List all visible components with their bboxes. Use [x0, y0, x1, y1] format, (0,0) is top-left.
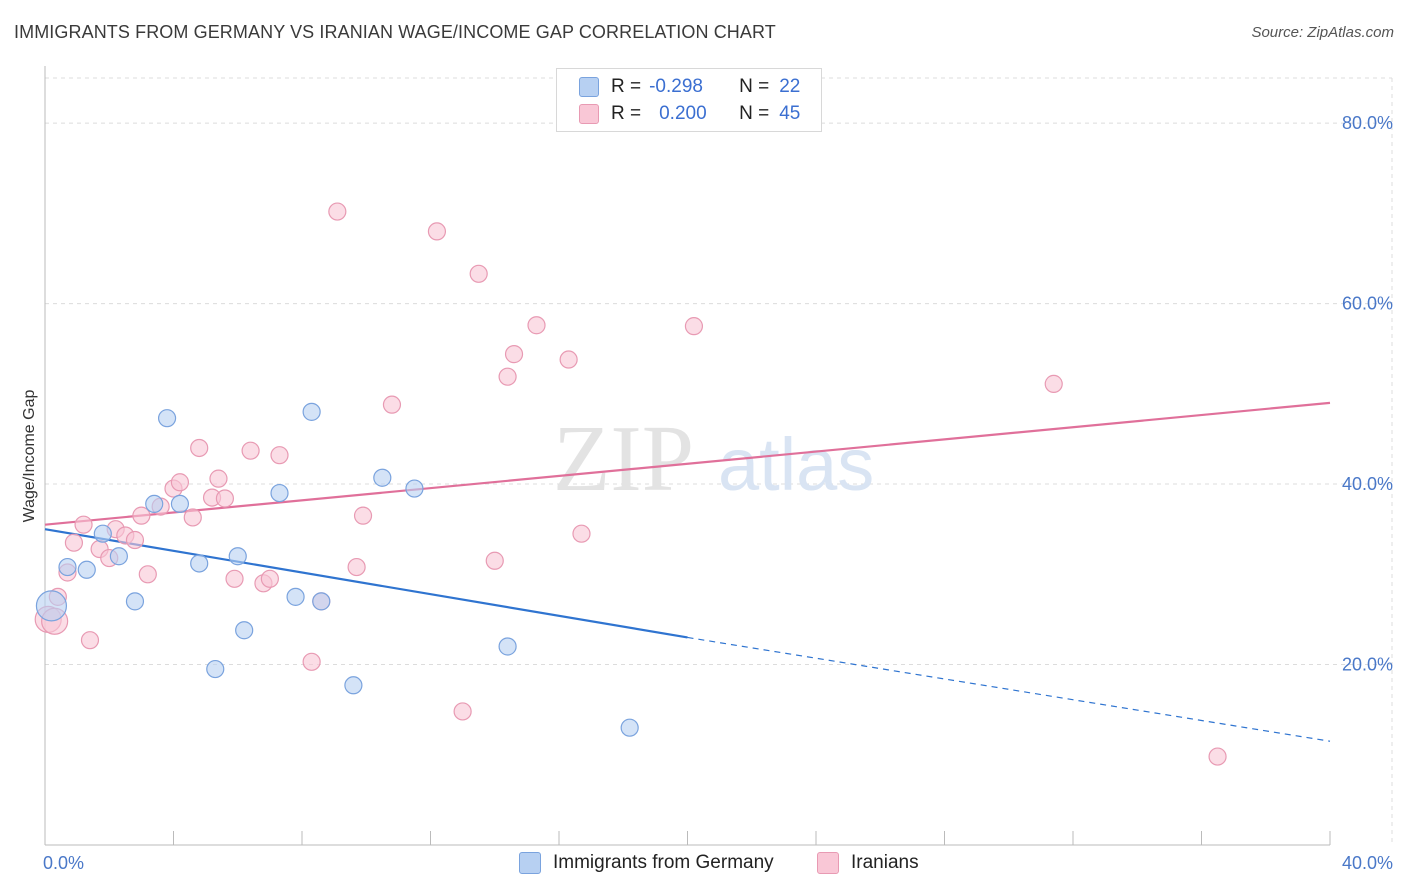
- data-points: [34, 202, 1227, 766]
- chart-title: IMMIGRANTS FROM GERMANY VS IRANIAN WAGE/…: [14, 22, 776, 42]
- point-germany: [373, 468, 392, 487]
- x-tick-label: 0.0%: [43, 853, 84, 873]
- point-iranians: [270, 446, 289, 465]
- point-germany: [620, 718, 639, 737]
- legend-r-value-1: -0.298: [649, 76, 703, 97]
- point-iranians: [347, 557, 366, 577]
- y-axis-label: Wage/Income Gap: [21, 390, 38, 523]
- trend-line-germany-projection: [687, 636, 1331, 742]
- trend-line-iranians: [44, 401, 1331, 526]
- point-iranians: [225, 569, 244, 588]
- point-iranians: [125, 530, 145, 550]
- series-legend: Immigrants from Germany Iranians: [0, 852, 1406, 878]
- legend-row-germany: R = -0.298 N = 22: [579, 74, 800, 100]
- point-germany: [93, 524, 112, 543]
- point-iranians: [190, 438, 209, 458]
- y-tick-label: 60.0%: [1342, 294, 1393, 314]
- point-iranians: [132, 506, 151, 525]
- x-tick-label: 40.0%: [1342, 853, 1393, 873]
- legend-r-label-1: R =: [611, 76, 642, 97]
- source-label: Source: ZipAtlas.com: [1251, 24, 1394, 41]
- point-germany: [270, 483, 289, 503]
- point-iranians: [469, 264, 488, 283]
- series-label-germany: Immigrants from Germany: [553, 852, 774, 873]
- point-germany: [286, 587, 305, 606]
- point-iranians: [328, 202, 347, 221]
- point-germany: [77, 560, 96, 579]
- point-iranians: [1208, 747, 1227, 766]
- watermark: ZIP atlas: [553, 407, 874, 511]
- tick-labels: 20.0% 40.0% 60.0% 80.0% 0.0% 40.0%: [43, 113, 1393, 873]
- y-tick-label: 80.0%: [1342, 113, 1393, 133]
- point-germany: [145, 494, 164, 514]
- point-germany: [312, 592, 331, 611]
- point-germany: [405, 479, 424, 498]
- point-iranians: [559, 350, 578, 369]
- y-tick-label: 20.0%: [1342, 655, 1393, 675]
- point-iranians: [183, 508, 202, 527]
- point-iranians: [382, 395, 402, 414]
- point-iranians: [572, 524, 591, 543]
- point-iranians: [241, 441, 260, 460]
- point-iranians: [527, 316, 546, 335]
- point-iranians: [302, 652, 321, 671]
- point-iranians: [215, 489, 234, 508]
- point-germany: [170, 494, 190, 514]
- point-germany: [235, 621, 254, 640]
- point-iranians: [485, 551, 504, 570]
- axes: [44, 66, 1331, 846]
- point-germany: [302, 402, 321, 421]
- series-swatch-blue: [519, 852, 541, 874]
- legend-r-label-2: R =: [611, 103, 642, 124]
- point-iranians: [498, 367, 517, 386]
- correlation-legend: R = -0.298 N = 22 R = 0.200 N = 45: [556, 68, 822, 132]
- series-legend-germany[interactable]: Immigrants from Germany: [519, 852, 774, 874]
- point-iranians: [260, 569, 279, 588]
- point-iranians: [353, 506, 373, 525]
- legend-n-label-2: N =: [739, 103, 770, 124]
- legend-n-value-2: 45: [779, 103, 801, 124]
- watermark-zip: ZIP: [553, 407, 694, 511]
- point-germany: [344, 676, 363, 695]
- point-germany: [35, 590, 68, 622]
- point-germany: [125, 592, 145, 611]
- legend-swatch-blue: [579, 77, 599, 97]
- point-germany: [498, 637, 517, 656]
- point-iranians: [209, 469, 228, 488]
- legend-r-value-2: 0.200: [659, 103, 707, 124]
- point-iranians: [80, 631, 100, 650]
- point-iranians: [427, 222, 447, 241]
- point-germany: [58, 557, 77, 577]
- legend-swatch-pink: [579, 104, 599, 124]
- trend-lines: [44, 401, 1331, 742]
- legend-n-value-1: 22: [779, 76, 801, 97]
- series-swatch-pink: [817, 852, 839, 874]
- series-label-iranians: Iranians: [851, 852, 919, 873]
- point-germany: [190, 554, 209, 573]
- point-iranians: [64, 533, 84, 552]
- point-iranians: [453, 702, 472, 721]
- series-legend-iranians[interactable]: Iranians: [817, 852, 919, 874]
- point-germany: [206, 659, 225, 679]
- trend-line-germany: [44, 528, 688, 639]
- legend-n-label-1: N =: [739, 76, 770, 97]
- point-iranians: [684, 317, 704, 336]
- point-iranians: [138, 565, 157, 584]
- point-iranians: [170, 473, 190, 492]
- point-germany: [157, 409, 177, 428]
- watermark-atlas: atlas: [718, 423, 874, 506]
- point-germany: [228, 547, 247, 566]
- point-germany: [109, 547, 128, 566]
- point-iranians: [504, 345, 524, 364]
- point-iranians: [1044, 374, 1063, 393]
- point-iranians: [74, 515, 93, 534]
- y-tick-label: 40.0%: [1342, 474, 1393, 494]
- legend-row-iranians: R = 0.200 N = 45: [579, 101, 800, 127]
